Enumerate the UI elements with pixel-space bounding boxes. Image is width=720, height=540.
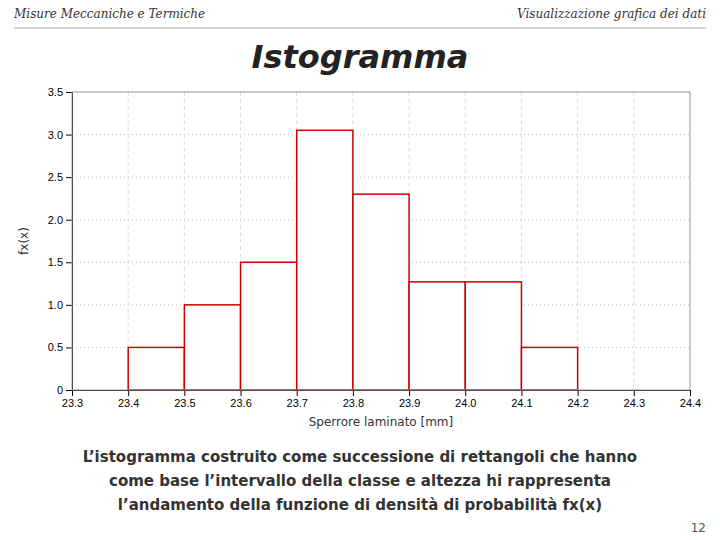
grid-line-x xyxy=(633,92,634,390)
x-axis-tick: 24.2 xyxy=(567,390,588,409)
grid-line-y xyxy=(72,177,690,178)
y-axis-tick: 3.5 xyxy=(48,86,72,98)
footer-line: come base l’intervallo della classe e al… xyxy=(109,472,611,490)
histogram-bar xyxy=(241,262,297,390)
x-axis-tick-label: 23.7 xyxy=(287,397,308,409)
y-axis-tick-mark xyxy=(66,220,72,221)
y-axis-tick-mark xyxy=(66,262,72,263)
y-axis-tick-label: 3.0 xyxy=(48,129,63,141)
header: Misure Meccaniche e Termiche xyxy=(13,7,205,21)
x-axis-tick: 23.8 xyxy=(343,390,364,409)
x-axis-tick-label: 24.3 xyxy=(624,397,645,409)
histogram-bar xyxy=(353,194,409,390)
title: Istogramma xyxy=(252,38,469,76)
x-axis-tick-mark xyxy=(409,390,410,396)
x-axis-tick-mark xyxy=(690,390,691,396)
x-axis-tick-mark xyxy=(297,390,298,396)
x-axis-tick: 24.4 xyxy=(680,390,701,409)
x-axis-tick-label: 23.4 xyxy=(118,397,139,409)
x-axis-tick-mark xyxy=(521,390,522,396)
grid-line-y xyxy=(72,134,690,135)
y-axis-tick: 2.5 xyxy=(48,171,72,183)
x-axis-tick-label: 24.2 xyxy=(567,397,588,409)
x-axis-tick-mark xyxy=(578,390,579,396)
histogram-bar xyxy=(184,305,240,390)
header: Visualizzazione grafica dei dati xyxy=(517,7,706,21)
x-axis-title: Sperrore laminato [mm] xyxy=(309,415,454,429)
y-axis-tick-mark xyxy=(66,390,72,391)
header-separator xyxy=(14,28,706,29)
histogram-bar xyxy=(297,130,353,390)
y-axis-tick-label: 2.5 xyxy=(48,171,63,183)
y-axis-tick-label: 0 xyxy=(57,384,63,396)
y-axis-tick: 1.5 xyxy=(48,256,72,268)
plot-frame xyxy=(72,92,690,390)
x-axis-tick: 23.5 xyxy=(174,390,195,409)
x-axis-tick-mark xyxy=(241,390,242,396)
x-axis-tick: 23.6 xyxy=(230,390,251,409)
x-axis-tick-mark xyxy=(128,390,129,396)
footer-line: l’andamento della funzione di densità di… xyxy=(118,496,602,514)
x-axis-tick-mark xyxy=(634,390,635,396)
x-axis-tick-label: 23.5 xyxy=(174,397,195,409)
y-axis-tick-mark xyxy=(66,92,72,93)
x-axis-tick-label: 24.0 xyxy=(455,397,476,409)
y-axis-tick-label: 0.5 xyxy=(48,341,63,353)
x-axis-tick-label: 23.6 xyxy=(230,397,251,409)
y-axis-tick-label: 1.0 xyxy=(48,299,63,311)
plot: 23.3 23.4 23.5 23.6 23.7 23.8 23.9 24.0 24.1 24.2… xyxy=(17,86,701,429)
histogram-bar xyxy=(409,282,465,390)
grid xyxy=(72,92,690,390)
bars xyxy=(128,130,577,390)
grid-line-x xyxy=(577,92,578,390)
x-axis-tick-mark xyxy=(465,390,466,396)
chart: Misure Meccaniche e Termiche Visualizzazi… xyxy=(0,0,720,540)
x-axis-tick-mark xyxy=(184,390,185,396)
x-axis-tick-label: 24.1 xyxy=(511,397,532,409)
x-axis-tick: 24.0 xyxy=(455,390,476,409)
x-axis-tick: 23.7 xyxy=(287,390,308,409)
x-axis-tick-label: 23.9 xyxy=(399,397,420,409)
y-axis-tick-label: 1.5 xyxy=(48,256,63,268)
y-axis-tick: 3.0 xyxy=(48,129,72,141)
y-axis-tick: 0.5 xyxy=(48,341,72,353)
y-axis-tick-label: 3.5 xyxy=(48,86,63,98)
y-axis: 0 0.5 1.0 1.5 2.0 2.5 3.0 3.5 xyxy=(48,86,73,396)
y-axis-tick: 0 xyxy=(57,384,72,396)
x-axis-tick-mark xyxy=(353,390,354,396)
x-axis-tick: 23.4 xyxy=(118,390,139,409)
y-axis-tick-mark xyxy=(66,135,72,136)
x-axis-tick-label: 23.3 xyxy=(62,397,83,409)
y-axis-tick-label: 2.0 xyxy=(48,214,63,226)
y-axis-tick-mark xyxy=(66,177,72,178)
y-axis-title: fx(x) xyxy=(17,227,31,255)
x-axis-tick-label: 23.8 xyxy=(343,397,364,409)
page-number: 12 xyxy=(691,521,706,535)
x-axis-tick: 23.3 xyxy=(62,390,83,409)
x-axis-tick: 24.1 xyxy=(511,390,532,409)
histogram-bar xyxy=(521,347,577,390)
y-axis-tick: 1.0 xyxy=(48,299,72,311)
y-axis-tick-mark xyxy=(66,347,72,348)
x-axis-tick-label: 24.4 xyxy=(680,397,701,409)
x-axis-line xyxy=(73,391,691,397)
x-axis: 23.3 23.4 23.5 23.6 23.7 23.8 23.9 24.0 24.1 24.2… xyxy=(62,390,701,409)
x-axis-tick: 24.3 xyxy=(624,390,645,409)
x-axis-tick: 23.9 xyxy=(399,390,420,409)
y-axis-tick-mark xyxy=(66,305,72,306)
histogram-bar xyxy=(465,282,521,390)
y-axis-tick: 2.0 xyxy=(48,214,72,226)
grid-line-x xyxy=(128,92,129,390)
histogram-bar xyxy=(128,347,184,390)
footer-line: L’istogramma costruito come successione … xyxy=(83,448,637,466)
